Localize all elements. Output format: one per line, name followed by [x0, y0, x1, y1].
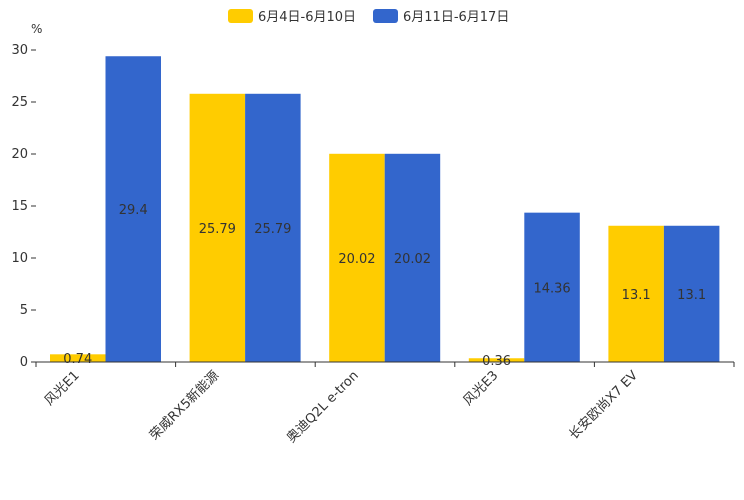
- y-axis: 0 5 10 15 20 25 30: [11, 43, 36, 370]
- y-axis-unit-label: %: [31, 22, 42, 36]
- data-label: 14.36: [533, 281, 570, 296]
- data-label: 0.74: [63, 352, 92, 367]
- legend-entry: 6月11日-6月17日: [403, 10, 509, 25]
- bar: [608, 225, 664, 362]
- y-tick-label: 0: [20, 355, 28, 370]
- bar: [329, 153, 385, 362]
- x-tick-label: 长安欧尚X7 EV: [566, 368, 641, 443]
- data-label: 29.4: [119, 203, 148, 218]
- bar: [384, 153, 441, 362]
- legend: 6月4日-6月10日 6月11日-6月17日: [228, 9, 509, 25]
- legend-swatch: [228, 9, 253, 23]
- bar: [524, 212, 580, 362]
- data-label: 13.1: [677, 288, 706, 303]
- data-label: 13.1: [622, 288, 651, 303]
- bar: [245, 93, 301, 362]
- x-tick-label: 风光E3: [461, 368, 502, 409]
- x-tick-label: 风光E1: [42, 368, 83, 409]
- data-label: 20.02: [394, 252, 431, 267]
- x-axis: 风光E1 荣威RX5新能源 奥迪Q2L e-tron 风光E3 长安欧尚X7 EV: [35, 361, 735, 446]
- data-label: 20.02: [338, 252, 375, 267]
- y-tick-label: 5: [20, 303, 28, 318]
- data-label: 25.79: [254, 222, 291, 237]
- legend-swatch: [373, 9, 398, 23]
- y-tick-label: 20: [11, 147, 28, 162]
- y-tick-label: 25: [11, 95, 28, 110]
- bar: [468, 358, 525, 362]
- bar: [189, 93, 246, 362]
- x-tick-label: 荣威RX5新能源: [146, 368, 222, 444]
- bar: [663, 225, 720, 362]
- legend-entry: 6月4日-6月10日: [258, 10, 356, 25]
- x-tick-label: 奥迪Q2L e-tron: [284, 368, 362, 446]
- bar: [50, 354, 106, 362]
- data-label: 25.79: [199, 222, 236, 237]
- bar: [105, 56, 161, 363]
- y-tick-label: 30: [11, 43, 28, 58]
- y-tick-label: 15: [11, 199, 28, 214]
- y-tick-label: 10: [11, 251, 28, 266]
